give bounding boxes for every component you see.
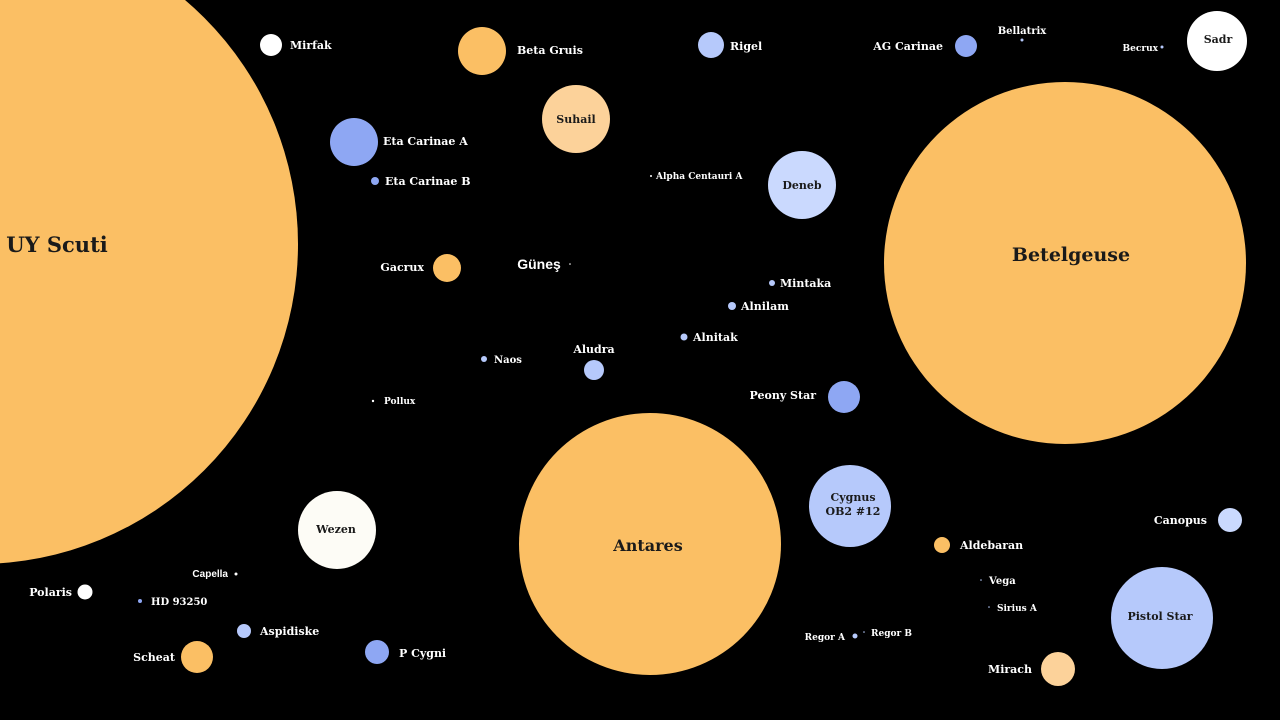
star-p-cygni-label: P Cygni: [399, 647, 446, 660]
star-vega-label: Vega: [988, 576, 1016, 587]
star-cygnus-ob2-12-label: Cygnus OB2 #12: [826, 491, 881, 518]
star-hd-93250-circle: [138, 599, 142, 603]
star-scheat-label: Scheat: [133, 651, 176, 664]
star-capella-label: Capella: [192, 569, 228, 580]
star-alnitak-label: Alnitak: [692, 331, 738, 344]
star-uy-scuti-circle: [0, 0, 298, 564]
star-rigel-label: Rigel: [730, 40, 762, 53]
star-regor-b-circle: [863, 631, 865, 633]
star-deneb-circle: [768, 151, 836, 219]
star-peony-star-circle: [828, 381, 860, 413]
star-betelgeuse-label: Betelgeuse: [1012, 244, 1130, 266]
star-gunes-label: Güneş: [517, 256, 561, 272]
star-beta-gruis-label: Beta Gruis: [517, 44, 583, 57]
star-pistol-star-circle: [1111, 567, 1213, 669]
star-wezen-label: Wezen: [315, 523, 356, 536]
star-antares-label: Antares: [612, 536, 682, 555]
star-canopus-circle: [1218, 508, 1242, 532]
star-deneb-label: Deneb: [782, 179, 822, 192]
star-naos-label: Naos: [494, 355, 522, 366]
star-pollux-circle: [371, 399, 375, 403]
star-suhail-circle: [542, 85, 610, 153]
star-aludra-label: Aludra: [572, 343, 614, 356]
star-cygnus-ob2-12-circle: [809, 465, 891, 547]
star-eta-carinae-a-label: Eta Carinae A: [383, 135, 468, 148]
star-ag-carinae-label: AG Carinae: [872, 40, 943, 53]
star-regor-a-label: Regor A: [805, 633, 846, 643]
star-regor-b-label: Regor B: [871, 629, 912, 639]
star-eta-carinae-a-circle: [330, 118, 378, 166]
star-alpha-centauri-a-label: Alpha Centauri A: [655, 172, 743, 182]
star-uy-scuti-label: UY Scuti: [6, 232, 108, 257]
star-rigel-circle: [698, 32, 724, 58]
star-peony-star-label: Peony Star: [750, 389, 817, 402]
star-suhail-label: Suhail: [556, 113, 595, 126]
star-ag-carinae-circle: [955, 35, 977, 57]
star-aspidiske-circle: [237, 624, 251, 638]
star-bellatrix-circle: [1020, 38, 1024, 42]
star-alnilam-label: Alnilam: [740, 300, 789, 313]
star-capella-circle: [234, 572, 238, 576]
star-sirius-a-label: Sirius A: [997, 604, 1038, 614]
star-antares-circle: [519, 413, 781, 675]
star-polaris-circle: [77, 584, 93, 600]
star-regor-a-circle: [852, 633, 858, 639]
star-alnilam-circle: [728, 302, 736, 310]
star-scheat-circle: [181, 641, 213, 673]
star-pistol-star-label: Pistol Star: [1127, 610, 1192, 623]
star-alnitak-circle: [680, 333, 688, 341]
star-hd-93250-label: HD 93250: [151, 597, 207, 608]
star-wezen-circle: [298, 491, 376, 569]
star-mirfak-circle: [260, 34, 282, 56]
star-alpha-centauri-a-circle: [650, 175, 652, 177]
star-aludra-circle: [584, 360, 604, 380]
star-mirfak-label: Mirfak: [290, 39, 332, 52]
star-becrux-label: Becrux: [1123, 44, 1159, 54]
star-beta-gruis-circle: [458, 27, 506, 75]
star-vega-circle: [980, 579, 982, 581]
star-sadr-circle: [1187, 11, 1247, 71]
star-gacrux-label: Gacrux: [380, 261, 424, 274]
star-betelgeuse-circle: [884, 82, 1246, 444]
star-sirius-a-circle: [988, 606, 990, 608]
star-becrux-circle: [1160, 45, 1164, 49]
star-mintaka-circle: [769, 280, 775, 286]
star-mirach-label: Mirach: [988, 663, 1032, 676]
star-pollux-label: Pollux: [384, 397, 416, 407]
star-gunes-circle: [569, 263, 571, 265]
star-canopus-label: Canopus: [1154, 514, 1207, 527]
star-eta-carinae-b-circle: [371, 177, 379, 185]
star-p-cygni-circle: [365, 640, 389, 664]
star-gacrux-circle: [433, 254, 461, 282]
star-sadr-label: Sadr: [1204, 33, 1233, 46]
star-bellatrix-label: Bellatrix: [998, 26, 1048, 37]
star-mirach-circle: [1041, 652, 1075, 686]
star-eta-carinae-b-label: Eta Carinae B: [385, 175, 471, 188]
star-mintaka-label: Mintaka: [780, 277, 831, 290]
star-aldebaran-label: Aldebaran: [959, 539, 1023, 552]
star-polaris-label: Polaris: [29, 586, 72, 599]
star-naos-circle: [481, 356, 487, 362]
star-aldebaran-circle: [934, 537, 950, 553]
star-aspidiske-label: Aspidiske: [259, 625, 319, 638]
